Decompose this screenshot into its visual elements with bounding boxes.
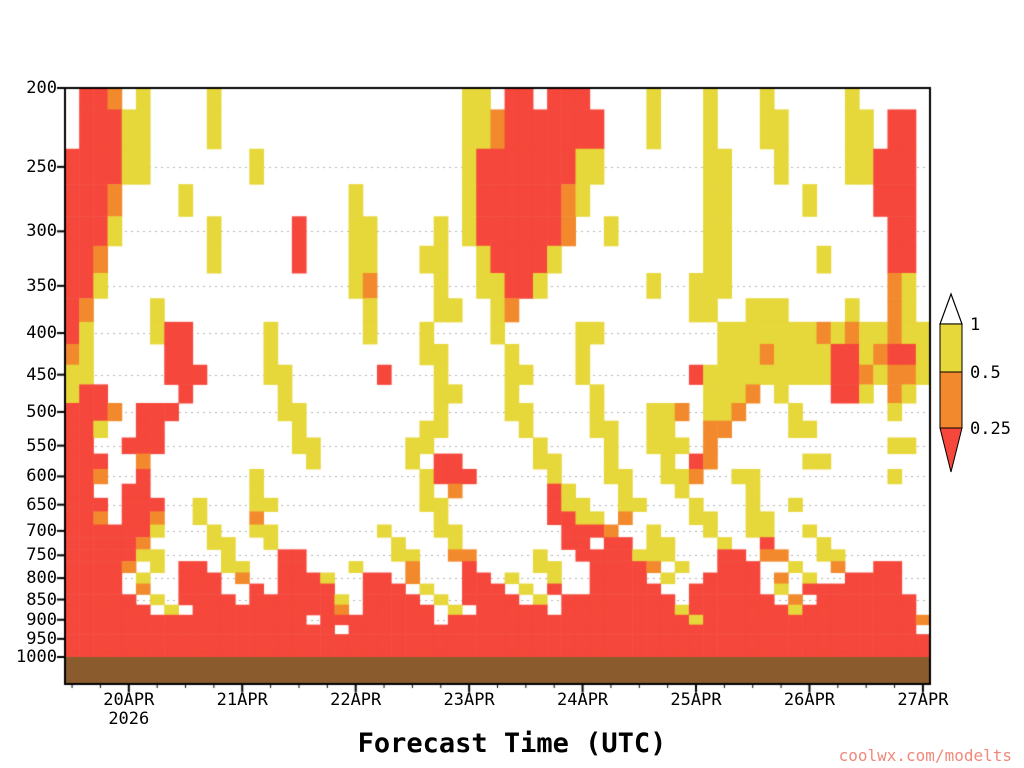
y-tick-label: 1000 — [16, 647, 57, 667]
y-tick-label: 750 — [26, 545, 57, 566]
y-tick-label: 600 — [26, 466, 57, 487]
colorbar-label-05: 0.5 — [970, 363, 1001, 383]
x-tick-label: 26APR — [783, 690, 836, 710]
colorbar-segment-orange — [939, 371, 963, 429]
y-tick-label: 800 — [26, 568, 57, 589]
y-tick-label: 450 — [26, 364, 57, 385]
y-tick-label: 200 — [26, 78, 57, 98]
x-tick-label: 21APR — [216, 690, 268, 710]
y-tick-label: 850 — [26, 589, 57, 610]
x-tick-label: 20APR — [103, 690, 155, 710]
y-tick-label: 900 — [26, 609, 57, 630]
colorbar-segment-yellow — [939, 323, 963, 373]
y-tick-label: 700 — [26, 520, 57, 541]
x-axis-title: Forecast Time (UTC) — [357, 728, 667, 759]
colorbar-arrow-down-red — [939, 427, 963, 473]
x-axis-year-label: 2026 — [108, 709, 150, 729]
watermark-link[interactable]: coolwx.com/modelts — [838, 746, 1012, 765]
y-tick-label: 300 — [26, 221, 57, 242]
colorbar-label-025: 0.25 — [970, 419, 1011, 439]
y-tick-label: 400 — [26, 323, 57, 344]
x-tick-label: 25APR — [670, 690, 722, 710]
y-tick-label: 500 — [26, 401, 57, 422]
y-tick-label: 650 — [26, 494, 57, 515]
colorbar-label-1: 1 — [970, 315, 980, 335]
y-tick-label: 550 — [26, 435, 57, 456]
x-tick-label: 22APR — [330, 690, 382, 710]
y-tick-label: 250 — [26, 156, 57, 177]
x-tick-label: 24APR — [556, 690, 609, 710]
x-tick-label: 23APR — [443, 690, 495, 710]
y-tick-label: 350 — [26, 275, 57, 296]
richardson-colorbar: 1 0.5 0.25 — [939, 292, 1011, 473]
y-tick-label: 950 — [26, 628, 57, 649]
x-tick-label: 27APR — [897, 690, 949, 710]
colorbar-arrow-up-icon — [939, 292, 963, 325]
